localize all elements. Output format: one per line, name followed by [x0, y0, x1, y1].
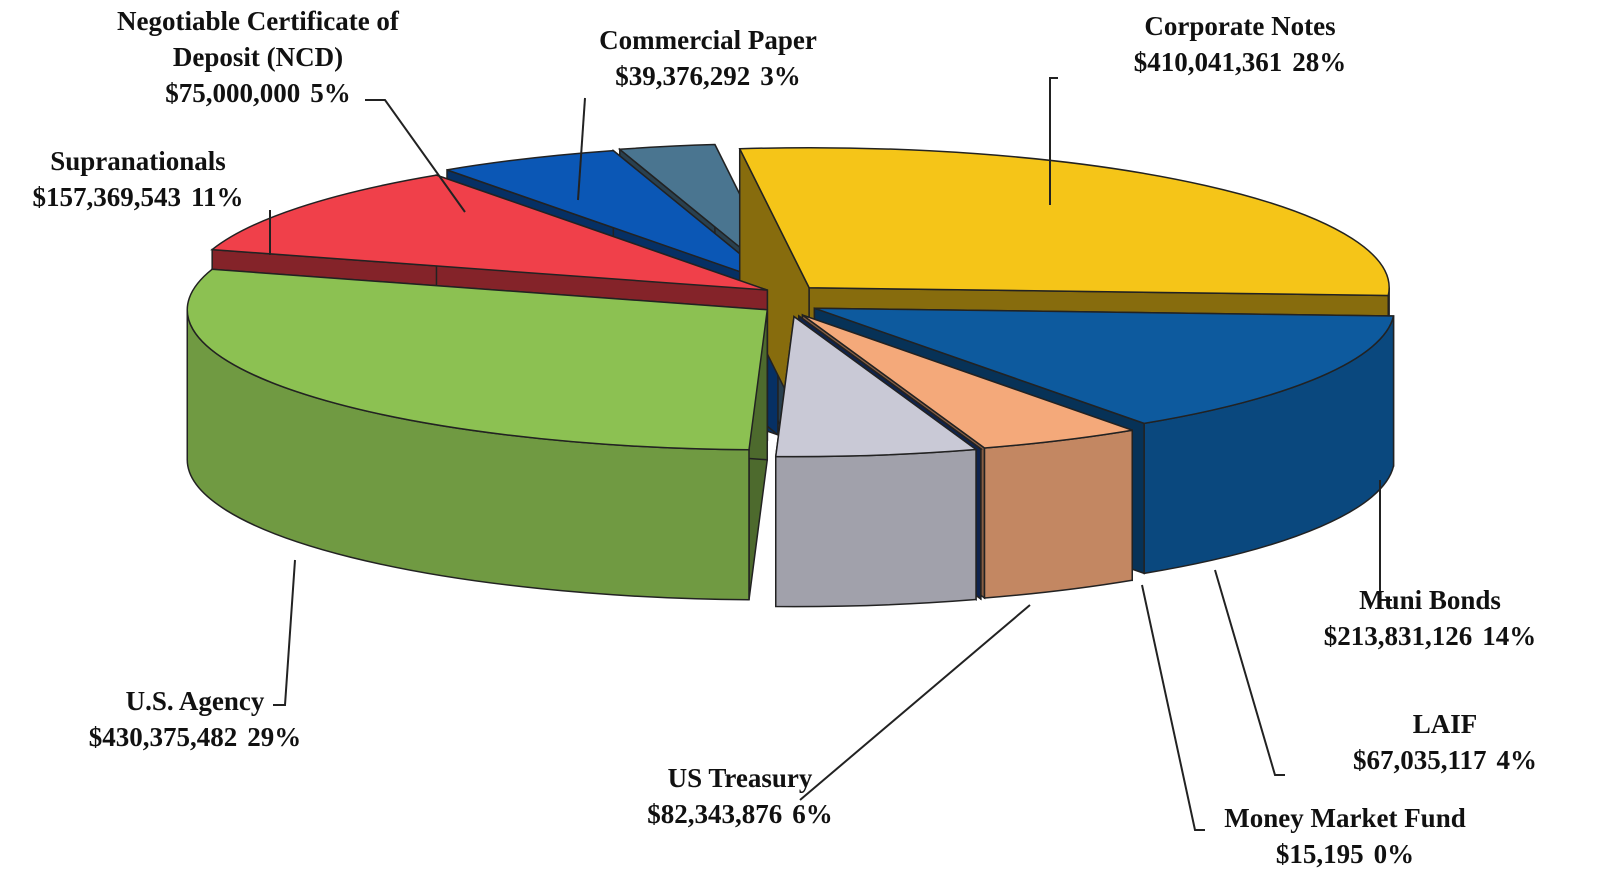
slice-wall: [775, 448, 977, 608]
percent-label: 29%: [247, 722, 302, 752]
value-label: $410,041,361: [1133, 47, 1283, 77]
leader-line: [577, 97, 586, 201]
slice-label: Commercial Paper $39,376,292 3%: [538, 22, 878, 94]
label-value-line: $157,369,543 11%: [0, 179, 308, 215]
percent-label: 11%: [190, 182, 244, 212]
label-value-line: $213,831,126 14%: [1260, 618, 1600, 654]
value-label: $39,376,292: [615, 61, 751, 91]
label-name-line: Supranationals: [0, 143, 308, 179]
percent-label: 4%: [1496, 745, 1538, 775]
category-label: Muni Bonds: [1359, 585, 1501, 615]
leader-line: [1049, 77, 1058, 205]
label-value-line: $75,000,000 5%: [103, 75, 413, 111]
slice-label: Money Market Fund $15,195 0%: [1175, 800, 1515, 872]
slice: [446, 149, 779, 286]
label-value-line: $39,376,292 3%: [538, 58, 878, 94]
percent-label: 3%: [760, 61, 801, 91]
slice-label: LAIF $67,035,117 4%: [1275, 706, 1605, 778]
leader-line: [1379, 480, 1392, 601]
leader-line: [365, 99, 466, 213]
percent-label: 0%: [1373, 839, 1415, 869]
leader-line: [1141, 584, 1205, 831]
slice-wall: [983, 429, 1133, 599]
label-name-line: Commercial Paper: [538, 22, 878, 58]
slice: [802, 314, 1133, 449]
slice: [186, 268, 769, 451]
value-label: $75,000,000: [165, 78, 301, 108]
category-label: Supranationals: [50, 146, 226, 176]
pie: [186, 143, 1395, 608]
label-name-line: US Treasury: [570, 760, 910, 796]
slice: [814, 307, 1395, 425]
percent-label: 5%: [310, 78, 351, 108]
value-label: $430,375,482: [88, 722, 238, 752]
slice-label: Corporate Notes $410,041,361 28%: [1070, 8, 1410, 80]
slice-label: Muni Bonds $213,831,126 14%: [1260, 582, 1600, 654]
label-name-line: Money Market Fund: [1175, 800, 1515, 836]
leader-line: [799, 604, 1031, 801]
label-value-line: $410,041,361 28%: [1070, 44, 1410, 80]
slice: [210, 174, 768, 291]
label-name-line: LAIF: [1275, 706, 1605, 742]
percent-label: 28%: [1292, 47, 1347, 77]
slice: [738, 147, 1390, 297]
slice: [774, 315, 979, 458]
value-label: $157,369,543: [32, 182, 181, 212]
value-label: $82,343,876: [647, 799, 783, 829]
value-label: $67,035,117: [1352, 745, 1487, 775]
label-name-line: U.S. Agency: [25, 683, 365, 719]
category-label: Corporate Notes: [1144, 11, 1336, 41]
leader-lines: [269, 77, 1392, 831]
percent-label: 14%: [1482, 621, 1537, 651]
category-label: Money Market Fund: [1224, 803, 1466, 833]
label-value-line: $430,375,482 29%: [25, 719, 365, 755]
label-name-line: Corporate Notes: [1070, 8, 1410, 44]
label-name-line: Muni Bonds: [1260, 582, 1600, 618]
label-value-line: $15,195 0%: [1175, 836, 1515, 872]
slice: [798, 315, 983, 450]
label-name-line: Negotiable Certificate of Deposit (NCD): [103, 3, 413, 75]
slice-label: U.S. Agency $430,375,482 29%: [25, 683, 365, 755]
category-label: Negotiable Certificate of Deposit (NCD): [117, 6, 399, 72]
category-label: US Treasury: [667, 763, 813, 793]
leader-line: [273, 559, 296, 706]
slice-label: US Treasury $82,343,876 6%: [570, 760, 910, 832]
value-label: $15,195: [1275, 839, 1364, 869]
category-label: LAIF: [1412, 709, 1478, 739]
leader-line: [1214, 569, 1285, 776]
label-value-line: $82,343,876 6%: [570, 796, 910, 832]
percent-label: 6%: [792, 799, 833, 829]
label-value-line: $67,035,117 4%: [1275, 742, 1605, 778]
value-label: $213,831,126: [1323, 621, 1473, 651]
category-label: U.S. Agency: [125, 686, 265, 716]
slice-label: Supranationals $157,369,543 11%: [0, 143, 308, 215]
category-label: Commercial Paper: [599, 25, 817, 55]
slice-label: Negotiable Certificate of Deposit (NCD) $…: [103, 3, 413, 111]
